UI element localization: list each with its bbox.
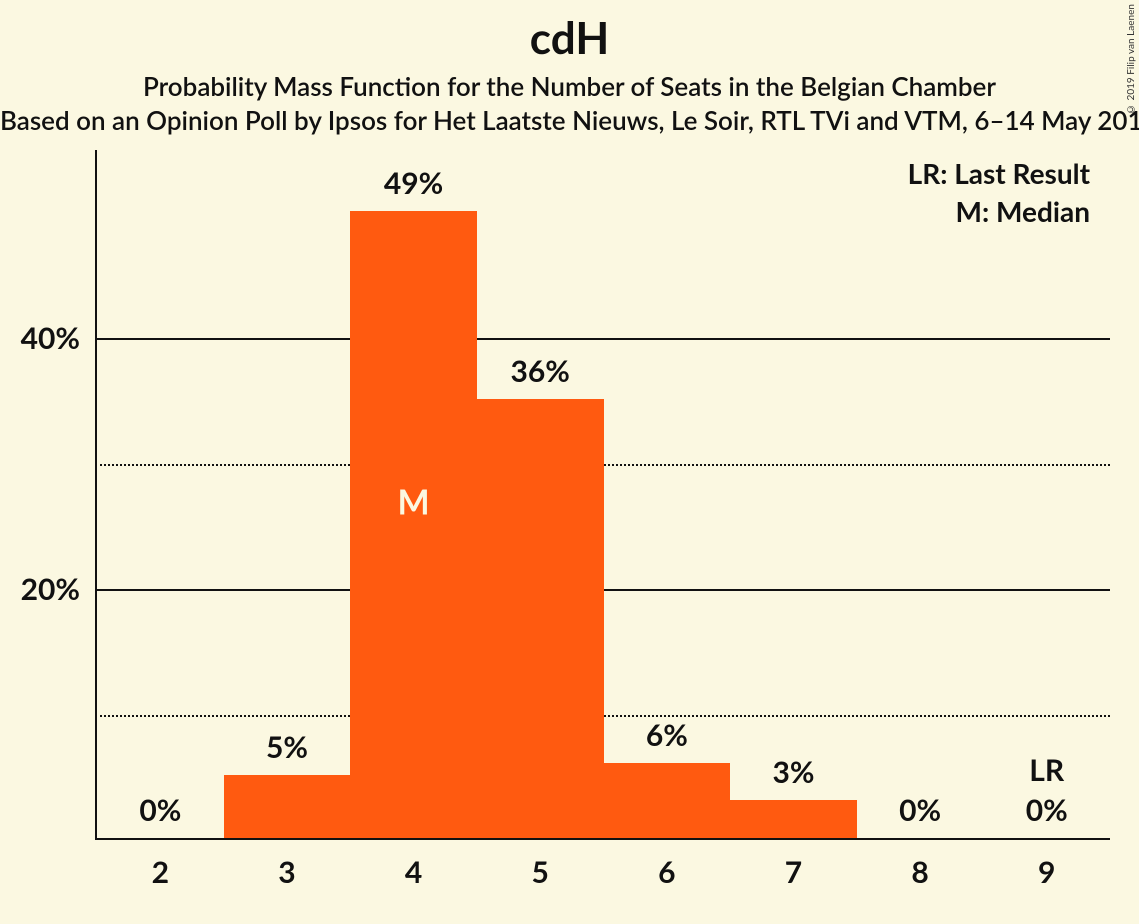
x-tick-label: 8 <box>911 854 928 890</box>
bar-value-label: 6% <box>646 717 688 753</box>
chart-container: © 2019 Filip van Laenen cdH Probability … <box>0 0 1139 924</box>
bar-value-label: 0% <box>1026 792 1068 828</box>
bar <box>350 211 477 838</box>
bar-value-label: 3% <box>772 754 814 790</box>
legend: LR: Last Result M: Median <box>908 155 1090 231</box>
y-axis <box>95 150 97 840</box>
y-tick-label: 40% <box>21 320 80 356</box>
bar <box>730 800 857 838</box>
bar-value-label: 36% <box>510 353 569 389</box>
x-tick-label: 3 <box>278 854 295 890</box>
y-tick-label: 20% <box>21 571 80 607</box>
grid-major <box>95 338 1110 340</box>
bar <box>604 763 731 838</box>
bar-value-label: 0% <box>899 792 941 828</box>
x-tick-label: 6 <box>658 854 675 890</box>
legend-m: M: Median <box>908 193 1090 231</box>
chart-subtitle-2: Based on an Opinion Poll by Ipsos for He… <box>0 104 1139 136</box>
last-result-mark: LR <box>1029 752 1064 788</box>
chart-title: cdH <box>0 12 1139 64</box>
plot-area: LR: Last Result M: Median 20%40%0%25%349… <box>95 150 1110 840</box>
bar-value-label: 0% <box>139 792 181 828</box>
x-tick-label: 7 <box>785 854 802 890</box>
x-tick-label: 4 <box>405 854 422 890</box>
chart-subtitle: Probability Mass Function for the Number… <box>0 70 1139 102</box>
bar <box>477 399 604 838</box>
x-tick-label: 9 <box>1038 854 1055 890</box>
median-mark: M <box>397 482 429 523</box>
legend-lr: LR: Last Result <box>908 155 1090 193</box>
bar-value-label: 5% <box>266 729 308 765</box>
x-tick-label: 5 <box>531 854 548 890</box>
bar-value-label: 49% <box>384 165 443 201</box>
x-axis <box>95 838 1110 840</box>
x-tick-label: 2 <box>152 854 169 890</box>
bar <box>224 775 351 838</box>
